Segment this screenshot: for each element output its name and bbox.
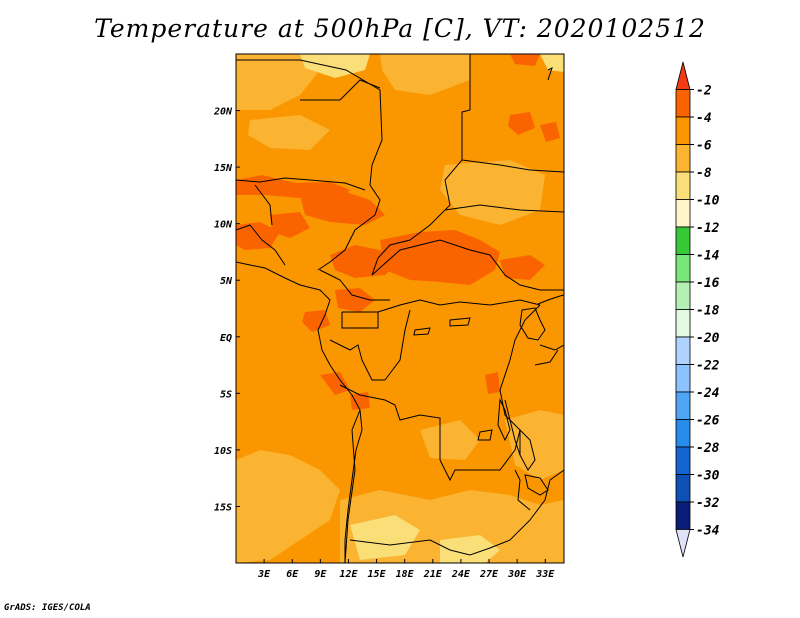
colorbar-label: -34 [696,524,720,539]
colorbar-label: -24 [696,386,720,401]
colorbar-label: -8 [696,166,712,181]
y-tick-label: 5N [220,276,233,287]
field-coolest-regions [300,54,564,563]
field-warm-regions [236,54,560,410]
y-tick-label: 15S [214,502,232,513]
y-axis: 20N 15N 10N 5N EQ 5S 10S 15S [213,107,240,513]
y-tick-label: EQ [220,333,232,344]
colorbar-segment [675,199,691,228]
x-tick-label: 21E [423,569,443,580]
colorbar-label: -4 [696,111,712,126]
x-tick-label: 33E [535,569,555,580]
x-tick-label: 3E [257,569,271,580]
y-tick-label: 10S [214,446,232,457]
colorbar-segment [675,254,691,283]
grads-credit: GrADS: IGES/COLA [4,603,91,613]
x-tick-label: 6E [286,569,299,580]
colorbar-segment [675,364,691,393]
colorbar-label: -2 [696,84,712,99]
colorbar-label: -20 [696,331,720,346]
colorbar-segment [675,89,691,118]
y-tick-label: 15N [214,163,233,174]
map-title: Temperature at 500hPa [C], VT: 202010251… [94,14,706,43]
colorbar-segment [675,391,691,420]
colorbar-segment [675,474,691,503]
colorbar-segment [675,336,691,365]
colorbar-segment [675,446,691,475]
country-borders [236,54,564,563]
colorbar-segment [675,116,691,145]
y-tick-label: 5S [220,389,232,400]
colorbar-segment [675,309,691,338]
colorbar-segment [675,281,691,310]
colorbar-label: -22 [696,359,720,374]
colorbar-label: -12 [696,221,720,236]
colorbar-label: -28 [696,441,720,456]
x-axis: 3E 6E 9E 12E 15E 18E 21E 24E 27E 30E 33E [257,559,555,580]
x-tick-label: 24E [451,569,471,580]
map-frame [235,53,565,564]
x-tick-label: 12E [339,569,358,580]
colorbar-segment [675,226,691,255]
coastline [236,67,564,563]
x-tick-label: 30E [507,569,527,580]
x-tick-label: 15E [368,569,387,580]
colorbar-label: -6 [696,139,712,154]
colorbar: -2 -4 -6 -8 -10 -12 -14 -16 -18 -20 -22 -24 -26 -28 -3… [675,61,720,558]
colorbar-label: -16 [696,276,720,291]
y-tick-label: 20N [213,107,233,118]
colorbar-segment [675,501,691,530]
lakes [413,307,549,496]
colorbar-label: -26 [696,414,720,429]
y-tick-label: 10N [214,220,233,231]
x-tick-label: 27E [479,569,499,580]
colorbar-label: -32 [696,496,720,511]
colorbar-segment [675,419,691,448]
temperature-field [236,54,564,563]
x-tick-label: 9E [314,569,327,580]
x-tick-label: 18E [396,569,415,580]
colorbar-label: -10 [696,194,720,209]
colorbar-top-triangle [675,61,691,90]
colorbar-label: -18 [696,304,720,319]
colorbar-label: -14 [696,249,720,264]
colorbar-bottom-triangle [675,529,691,558]
colorbar-label: -30 [696,469,720,484]
colorbar-segment [675,144,691,173]
colorbar-segment [675,171,691,200]
